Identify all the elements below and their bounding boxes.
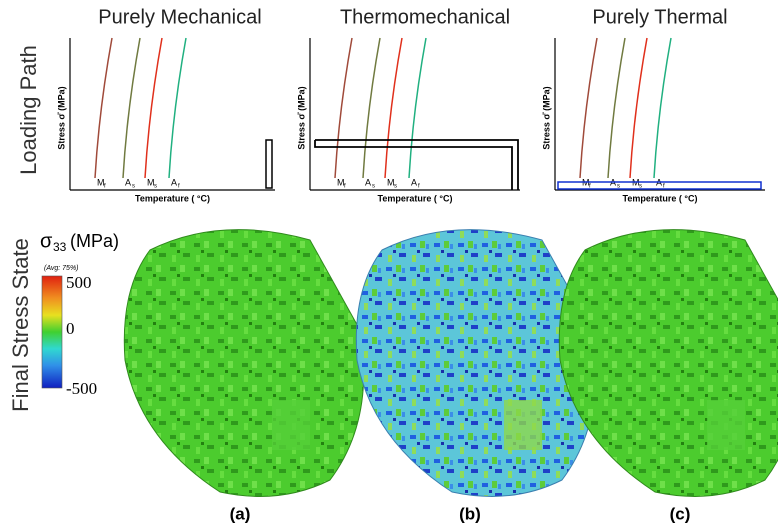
x-axis-label: Temperature ( °C) — [378, 193, 453, 203]
transformation-curve — [168, 37, 187, 179]
curve-label: A — [171, 177, 177, 187]
x-axis-label: Temperature ( °C) — [135, 193, 210, 203]
panel-title: Purely Mechanical — [98, 6, 261, 28]
panel-title: Thermomechanical — [340, 6, 510, 28]
panel-title: Purely Thermal — [592, 6, 727, 28]
transformation-curve — [653, 37, 672, 179]
curve-label-sub: s — [394, 184, 397, 190]
transformation-curve — [579, 37, 598, 179]
legend-symbol: σ — [40, 230, 53, 252]
legend-unit: (MPa) — [70, 231, 119, 251]
curve-label: A — [411, 177, 417, 187]
y-axis-label: Stress σ̄ (MPa) — [541, 86, 551, 149]
curve-label-sub: f — [104, 184, 106, 190]
row-label: Loading Path — [16, 45, 41, 175]
layer: Loading Path Final Stress State Purely Mec… — [8, 6, 778, 523]
transformation-curve — [607, 37, 626, 179]
loading-path — [557, 181, 762, 190]
voxel-feature — [272, 400, 310, 450]
voxel-model — [355, 229, 597, 497]
transformation-curve — [122, 37, 141, 179]
colorbar-label: 500 — [66, 273, 92, 292]
panel-caption: (c) — [670, 504, 691, 523]
curve-label-sub: s — [639, 184, 642, 190]
voxel-feature — [707, 400, 745, 450]
curve-label-sub: s — [617, 184, 620, 190]
curve-label: M — [147, 177, 155, 187]
curve-label: M — [337, 177, 345, 187]
legend-sub: 33 — [53, 240, 67, 254]
panel-caption: (a) — [230, 504, 251, 523]
colorbar-label: -500 — [66, 379, 97, 398]
transformation-curve — [144, 37, 163, 179]
panel-caption: (b) — [459, 504, 481, 523]
curve-label-sub: f — [418, 184, 420, 190]
transformation-curve — [94, 37, 113, 179]
transformation-curve — [334, 37, 353, 179]
voxel-model — [123, 229, 365, 497]
transformation-curve — [629, 37, 648, 179]
curve-label-sub: s — [132, 184, 135, 190]
curve-label-sub: f — [589, 184, 591, 190]
voxel-feature — [504, 400, 542, 450]
x-axis-label: Temperature ( °C) — [623, 193, 698, 203]
legend-note: (Avg: 75%) — [44, 265, 79, 272]
y-axis-label: Stress σ̄ (MPa) — [56, 86, 66, 149]
curve-label-sub: s — [154, 184, 157, 190]
transformation-curve — [408, 37, 427, 179]
curve-label: A — [125, 177, 131, 187]
curve-label-sub: s — [372, 184, 375, 190]
curve-label-sub: f — [663, 184, 665, 190]
transformation-curve — [362, 37, 381, 179]
curve-label: M — [97, 177, 105, 187]
row-label: Final Stress State — [8, 238, 33, 412]
loading-path — [314, 139, 519, 190]
curve-label-sub: f — [344, 184, 346, 190]
transformation-curve — [384, 37, 403, 179]
voxel-model — [558, 229, 778, 497]
colorbar — [41, 275, 63, 389]
curve-label: M — [387, 177, 395, 187]
curve-label-sub: f — [178, 184, 180, 190]
loading-path — [265, 139, 273, 189]
curve-label: A — [365, 177, 371, 187]
colorbar-label: 0 — [66, 319, 75, 338]
y-axis-label: Stress σ̄ (MPa) — [296, 86, 306, 149]
